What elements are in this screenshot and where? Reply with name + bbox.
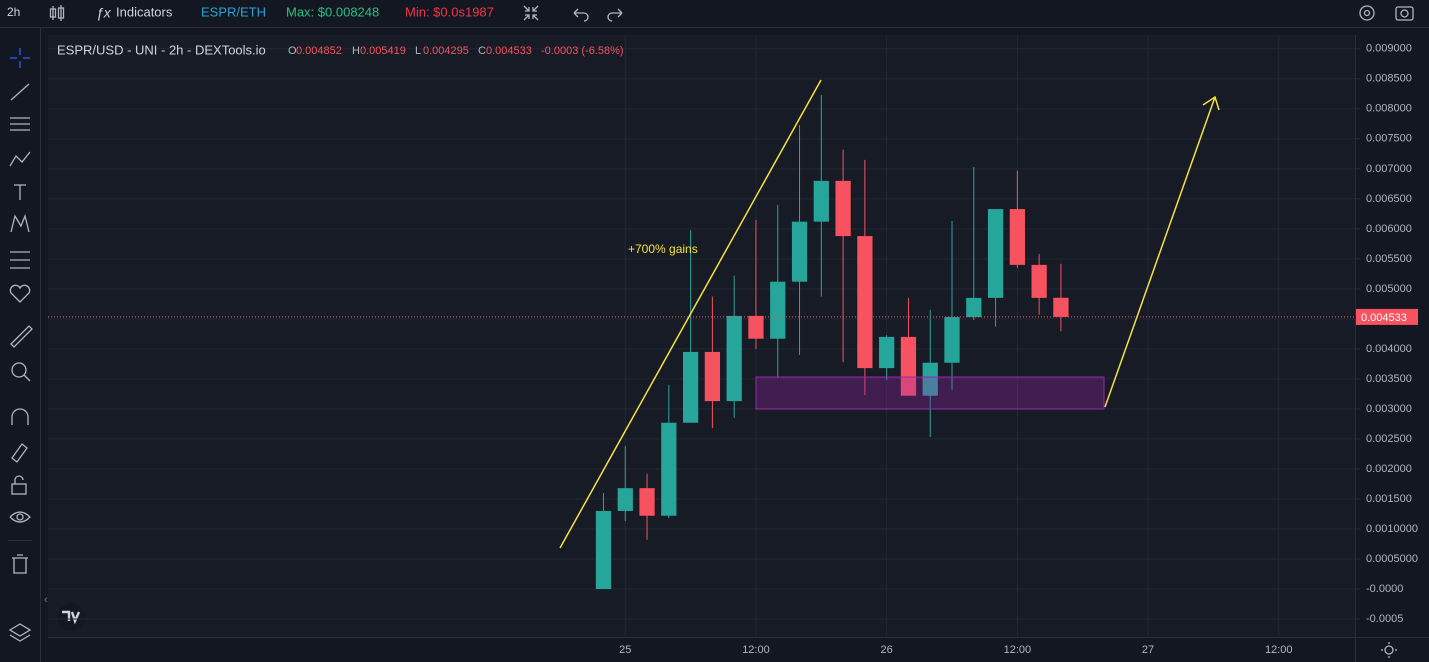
y-tick-label: 0.009000 bbox=[1366, 43, 1412, 55]
candle-body bbox=[595, 510, 612, 589]
y-tick-label: 0.007000 bbox=[1366, 163, 1412, 175]
ohlc-label: C bbox=[478, 45, 486, 57]
y-tick-label: 0.008500 bbox=[1366, 73, 1412, 85]
candle-body bbox=[661, 422, 677, 516]
x-tick-label: 12:00 bbox=[1004, 644, 1032, 656]
y-tick-label: 0.001500 bbox=[1366, 493, 1412, 505]
ohlc-label: H bbox=[352, 45, 360, 57]
ohlc-label: O bbox=[288, 45, 297, 57]
time-axis-settings[interactable] bbox=[1381, 642, 1397, 658]
fx-icon[interactable]: ƒx bbox=[96, 5, 112, 21]
y-tick-label: 0.006500 bbox=[1366, 193, 1412, 205]
y-tick-label: 0.0010000 bbox=[1366, 523, 1418, 535]
candle-body bbox=[791, 221, 808, 282]
candle-body bbox=[813, 180, 829, 222]
y-tick-label: 0.002500 bbox=[1366, 433, 1412, 445]
candle-body bbox=[682, 351, 699, 423]
y-tick-label: 0.003000 bbox=[1366, 403, 1412, 415]
y-tick-label: 0.003500 bbox=[1366, 373, 1412, 385]
plot: 0.009000 0.008500 0.008000 0.007500 0.007000… bbox=[48, 35, 1418, 656]
x-tick-label: 26 bbox=[881, 644, 893, 656]
candle-body bbox=[987, 209, 1004, 298]
plot-area bbox=[48, 35, 1355, 637]
max-price: Max: $0.008248 bbox=[286, 4, 379, 19]
ohlc-value: 0.005419 bbox=[360, 45, 406, 57]
trend-line[interactable] bbox=[559, 79, 822, 549]
support-zone[interactable] bbox=[755, 376, 1105, 410]
brand-logo bbox=[57, 603, 85, 631]
candle-body bbox=[748, 315, 764, 339]
candle-body bbox=[966, 297, 982, 318]
candle-body bbox=[1053, 297, 1069, 317]
candle-body bbox=[922, 362, 938, 396]
candle-body bbox=[1009, 209, 1025, 265]
y-tick-label: 0.0005000 bbox=[1366, 553, 1418, 565]
candle-body bbox=[617, 488, 633, 511]
y-tick-label: 0.004000 bbox=[1366, 343, 1412, 355]
y-tick-label: -0.0005 bbox=[1366, 613, 1403, 625]
y-tick-label: 0.008000 bbox=[1366, 103, 1412, 115]
candle-body bbox=[835, 180, 851, 237]
collapse-arrow[interactable]: ‹ bbox=[44, 594, 48, 606]
redo-icon[interactable] bbox=[607, 8, 623, 22]
candle-body bbox=[1031, 264, 1047, 298]
min-price: Min: $0.0s1987 bbox=[405, 4, 494, 19]
candle-body bbox=[770, 281, 786, 339]
pair-link[interactable]: ESPR/ETH bbox=[201, 4, 266, 19]
last-price-label: 0.004533 bbox=[1361, 312, 1407, 324]
x-tick-label: 12:00 bbox=[1265, 644, 1293, 656]
x-tick-label: 27 bbox=[1142, 644, 1154, 656]
candle-body bbox=[704, 351, 721, 402]
ohlc-value: 0.004295 bbox=[423, 45, 469, 57]
change: -0.0003 (-6.58%) bbox=[541, 45, 624, 57]
annotation: +700% gains bbox=[628, 242, 698, 256]
interval[interactable]: 2h bbox=[7, 5, 20, 19]
fullscreen-icon[interactable] bbox=[523, 5, 539, 21]
drawing-tools[interactable] bbox=[8, 48, 33, 642]
y-tick-label: 0.002000 bbox=[1366, 463, 1412, 475]
ohlc-label: L bbox=[415, 45, 421, 57]
x-tick-label: 25 bbox=[619, 644, 631, 656]
candle-body bbox=[900, 336, 917, 396]
ohlc-value: 0.004852 bbox=[296, 45, 342, 57]
indicators-button[interactable]: Indicators bbox=[116, 4, 173, 19]
undo-icon[interactable] bbox=[573, 8, 589, 22]
candle-body bbox=[879, 336, 895, 369]
candle-body bbox=[944, 317, 960, 363]
y-tick-label: -0.0000 bbox=[1366, 583, 1403, 595]
chart-type-icon[interactable] bbox=[49, 5, 65, 21]
screenshot-icon[interactable] bbox=[1395, 6, 1414, 21]
y-tick-label: 0.005500 bbox=[1366, 253, 1412, 265]
chart-title: ESPR/USD - UNI - 2h - DEXTools.io bbox=[57, 42, 266, 57]
x-tick-label: 12:00 bbox=[742, 644, 770, 656]
settings-icon[interactable] bbox=[1359, 5, 1375, 21]
y-tick-label: 0.005000 bbox=[1366, 283, 1412, 295]
ohlc-value: 0.004533 bbox=[486, 45, 532, 57]
y-tick-label: 0.007500 bbox=[1366, 133, 1412, 145]
candle-body bbox=[857, 236, 873, 369]
last-price-tag bbox=[1356, 308, 1418, 325]
y-tick-label: 0.006000 bbox=[1366, 223, 1412, 235]
candle-body bbox=[726, 315, 742, 402]
projection-arrow[interactable] bbox=[1104, 95, 1220, 408]
candle-body bbox=[639, 488, 655, 516]
